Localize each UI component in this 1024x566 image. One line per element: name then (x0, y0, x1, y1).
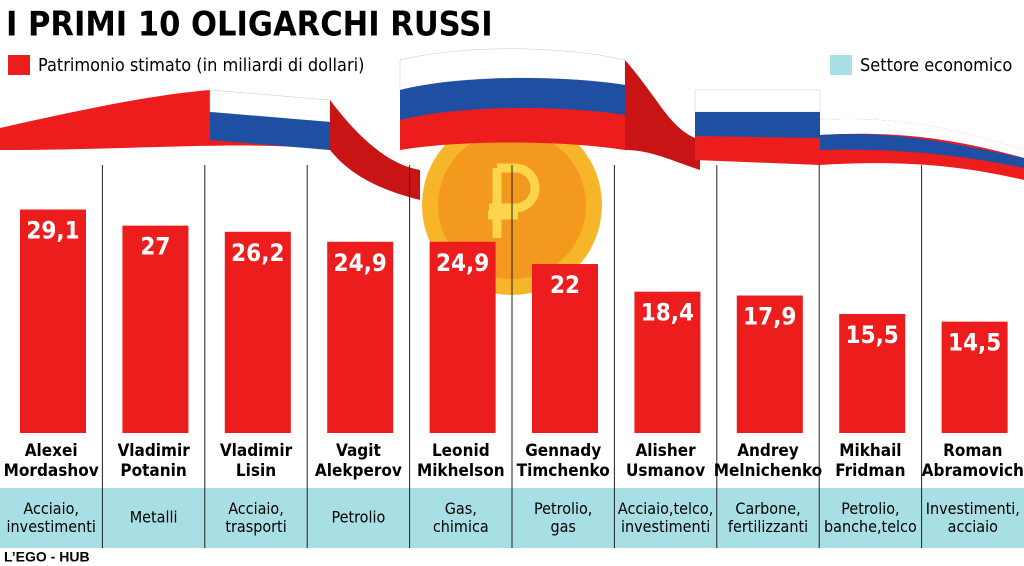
legend-label: Settore economico (860, 55, 1012, 76)
bar (839, 313, 906, 433)
x-tick-label: Leonid Mikhelson (417, 441, 505, 481)
x-tick-label: Vladimir Lisin (220, 441, 293, 481)
value-label: 24,9 (334, 249, 387, 277)
value-label: 15,5 (846, 321, 899, 349)
x-tick-label: Vagit Alekperov (315, 441, 402, 481)
russian-flag-ribbon (0, 48, 1024, 200)
value-label: 17,9 (743, 303, 796, 331)
value-label: 24,9 (436, 249, 489, 277)
x-tick-label: Alexei Mordashov (4, 441, 99, 481)
source: L’EGO - HUB (4, 549, 90, 565)
legend-swatch (830, 55, 852, 75)
x-tick-label: Andrey Melnichenko (714, 441, 822, 481)
x-tick-label: Roman Abramovich (922, 441, 1024, 481)
value-label: 26,2 (231, 239, 284, 267)
sector-label: Investimenti, acciaio (926, 498, 1020, 535)
sector-label: Petrolio, banche,telco (824, 498, 917, 535)
bar (941, 321, 1008, 433)
sector-label: Carbone, fertilizzanti (728, 498, 808, 535)
sector-label: Petrolio (332, 508, 386, 527)
bar (736, 295, 803, 433)
value-label: 14,5 (948, 329, 1001, 357)
sector-label: Acciaio,telco, investimenti (618, 498, 713, 535)
sector-label: Acciaio, trasporti (225, 498, 286, 535)
value-label: 27 (140, 233, 170, 261)
x-tick-label: Vladimir Potanin (117, 441, 190, 481)
bar (20, 209, 86, 433)
value-label: 29,1 (26, 217, 79, 245)
bar (634, 291, 701, 433)
sector-label: Acciaio, investimenti (7, 498, 96, 535)
sector-label: Gas, chimica (433, 498, 489, 535)
x-tick-label: Mikhail Fridman (835, 441, 905, 481)
x-tick-label: Alisher Usmanov (626, 441, 705, 481)
legend-label: Patrimonio stimato (in miliardi di dolla… (38, 55, 364, 76)
x-tick-label: Gennady Timchenko (517, 441, 610, 481)
chart-title: I PRIMI 10 OLIGARCHI RUSSI (6, 5, 493, 45)
value-label: 22 (550, 271, 580, 299)
sector-label: Metalli (130, 508, 178, 527)
value-label: 18,4 (641, 299, 694, 327)
legend-swatch (8, 55, 30, 75)
bar (532, 264, 598, 433)
bar (327, 241, 394, 433)
sector-label: Petrolio, gas (534, 498, 592, 535)
bar (122, 225, 189, 433)
bar (224, 231, 291, 433)
bar (429, 241, 496, 433)
